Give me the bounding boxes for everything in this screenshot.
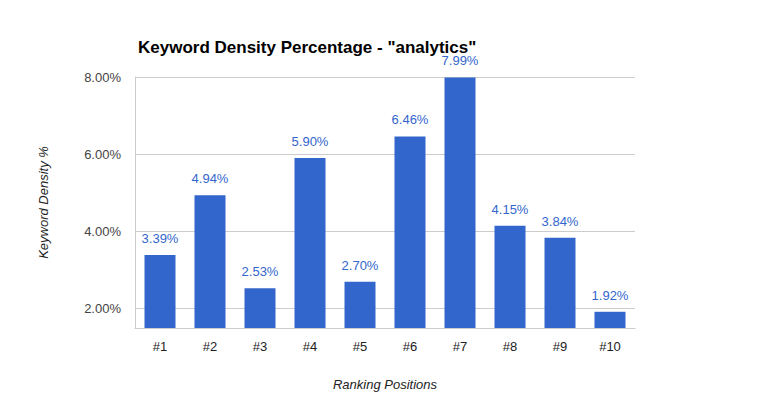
- svg-text:5.90%: 5.90%: [292, 134, 329, 149]
- svg-text:#7: #7: [453, 339, 467, 354]
- svg-text:3.84%: 3.84%: [542, 214, 579, 229]
- svg-text:#6: #6: [403, 339, 417, 354]
- svg-text:#8: #8: [503, 339, 517, 354]
- svg-text:4.94%: 4.94%: [192, 171, 229, 186]
- svg-text:2.70%: 2.70%: [342, 258, 379, 273]
- svg-text:6.46%: 6.46%: [392, 112, 429, 127]
- svg-text:2.53%: 2.53%: [242, 264, 279, 279]
- svg-text:1.92%: 1.92%: [592, 288, 629, 303]
- svg-text:4.15%: 4.15%: [492, 202, 529, 217]
- svg-text:Keyword Density %: Keyword Density %: [36, 146, 51, 259]
- svg-text:7.99%: 7.99%: [441, 53, 479, 69]
- svg-text:2.00%: 2.00%: [84, 301, 121, 316]
- svg-text:6.00%: 6.00%: [84, 147, 121, 162]
- svg-text:Keyword Density Percentage - ": Keyword Density Percentage - "analytics": [138, 38, 476, 57]
- svg-text:#3: #3: [253, 339, 267, 354]
- svg-text:4.00%: 4.00%: [84, 224, 121, 239]
- svg-text:Ranking Positions: Ranking Positions: [333, 377, 438, 392]
- svg-text:#5: #5: [353, 339, 367, 354]
- svg-text:3.39%: 3.39%: [142, 231, 179, 246]
- svg-text:8.00%: 8.00%: [84, 70, 121, 85]
- svg-text:#4: #4: [303, 339, 317, 354]
- svg-text:#2: #2: [203, 339, 217, 354]
- svg-text:#10: #10: [599, 339, 621, 354]
- svg-text:#9: #9: [553, 339, 567, 354]
- svg-text:#1: #1: [153, 339, 167, 354]
